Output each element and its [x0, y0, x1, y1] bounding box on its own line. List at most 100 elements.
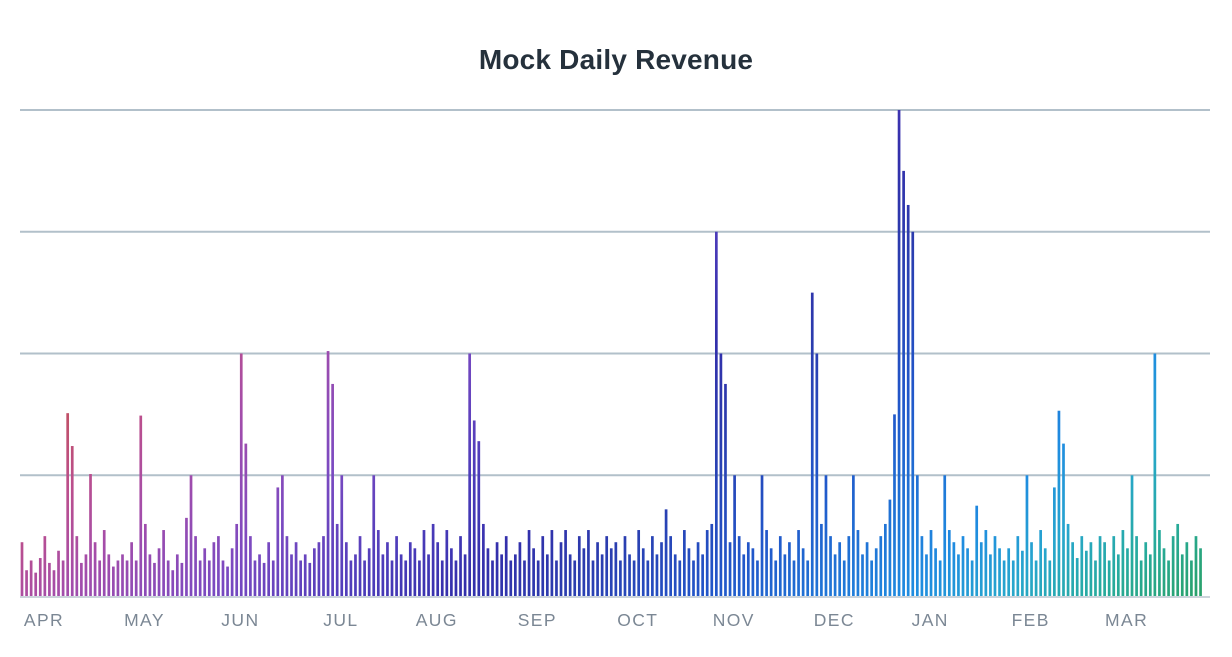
bar [842, 560, 846, 597]
bar [852, 475, 855, 597]
bar [527, 530, 531, 597]
bar [203, 548, 207, 597]
bar [1107, 560, 1111, 597]
bar [646, 560, 650, 597]
bar [317, 542, 321, 597]
bar [52, 570, 56, 598]
bar [1084, 550, 1088, 598]
bar [43, 536, 47, 598]
bar [477, 441, 481, 597]
bar [596, 542, 599, 597]
bar [847, 536, 851, 598]
bar [961, 536, 965, 598]
bar [989, 554, 992, 597]
bar [710, 523, 714, 597]
bar [454, 560, 458, 597]
bar [920, 536, 924, 598]
bar [349, 560, 353, 597]
bar [303, 554, 307, 597]
bar [1025, 475, 1029, 597]
bar [966, 548, 969, 597]
bar [1185, 542, 1189, 597]
bar [591, 560, 595, 597]
bar [651, 536, 654, 598]
bar [399, 554, 403, 597]
bar [975, 505, 979, 597]
x-axis-month-labels: APR MAY JUN JUL AUG SEP OCT NOV DEC JAN FEB MAR [24, 610, 1148, 630]
bar [532, 548, 535, 597]
bar [582, 548, 586, 597]
bar [1034, 560, 1038, 597]
bar [491, 560, 494, 597]
bar [728, 542, 732, 597]
bar [1039, 530, 1043, 597]
bar [194, 536, 197, 598]
bar [285, 536, 289, 598]
bar [57, 550, 60, 598]
bar [299, 560, 302, 597]
bar [801, 548, 805, 597]
bar [692, 560, 695, 597]
bar [943, 475, 947, 597]
bar [1162, 548, 1166, 597]
bar [20, 542, 24, 597]
bar [1130, 475, 1134, 597]
bar [376, 530, 380, 597]
bar [751, 548, 755, 597]
bar [756, 560, 759, 597]
bar [134, 560, 138, 597]
bar [408, 542, 412, 597]
bar [637, 530, 641, 597]
bar [180, 562, 184, 597]
bar [504, 536, 508, 598]
bar [746, 542, 750, 597]
bar [258, 554, 261, 597]
bar [998, 548, 1001, 597]
bar [555, 560, 558, 597]
bar [281, 475, 284, 597]
bar [175, 554, 179, 597]
bar [326, 351, 330, 597]
bar [719, 353, 723, 597]
bar [344, 542, 348, 597]
bar [660, 542, 663, 597]
bar [367, 548, 371, 597]
bar [1199, 548, 1202, 597]
bar [577, 536, 581, 598]
bar [463, 554, 467, 597]
bar [1057, 410, 1061, 597]
bar [1053, 487, 1056, 598]
bar [34, 572, 38, 597]
bar [495, 542, 499, 597]
bar [244, 443, 248, 598]
bar [911, 231, 915, 597]
bar [820, 523, 823, 597]
bar [390, 560, 394, 597]
bar [322, 536, 325, 598]
bar [413, 548, 417, 597]
bar [765, 530, 768, 597]
bar [568, 554, 572, 597]
bar [632, 560, 636, 597]
bar [445, 530, 449, 597]
bar [290, 554, 293, 597]
bar [221, 560, 225, 597]
month-label: MAR [1105, 610, 1148, 630]
bar [523, 560, 526, 597]
bar [1089, 542, 1093, 597]
bar [189, 475, 193, 597]
month-label: DEC [814, 610, 855, 630]
bar [459, 536, 462, 598]
bar [166, 560, 170, 597]
bar [833, 554, 837, 597]
bar [89, 474, 92, 597]
bar [440, 560, 444, 597]
bar [25, 570, 28, 598]
bar [893, 414, 896, 598]
bar [308, 562, 312, 597]
bar [1148, 554, 1152, 597]
bar [1002, 560, 1006, 597]
bar [902, 170, 905, 598]
bar [669, 536, 673, 598]
